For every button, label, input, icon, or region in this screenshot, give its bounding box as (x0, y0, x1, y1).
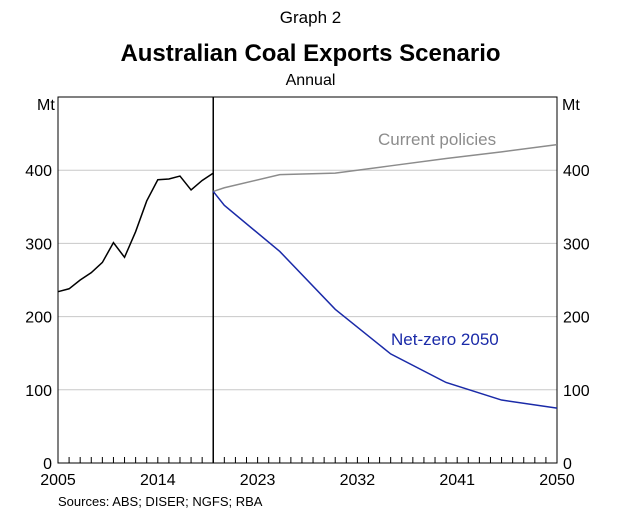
y-tick-label-right: 200 (563, 310, 590, 327)
graph-number: Graph 2 (279, 8, 342, 27)
gridlines (58, 169, 557, 391)
tick-labels: 0 0 100 100 200 200 300 300 400 400 2005 2014 2023 20… (25, 163, 590, 489)
axis-ticks (68, 457, 547, 463)
y-tick-label-right: 100 (563, 383, 590, 400)
net-zero-series-line (212, 190, 558, 409)
current-policies-label: Current policies (378, 130, 496, 149)
y-tick-label-left: 0 (43, 456, 52, 473)
x-tick-label: 2050 (539, 472, 575, 489)
y-tick-label-right: 400 (563, 163, 590, 180)
source-note: Sources: ABS; DISER; NGFS; RBA (58, 494, 263, 509)
x-tick-label: 2023 (240, 472, 276, 489)
x-tick-label: 2032 (340, 472, 376, 489)
x-tick-label: 2041 (439, 472, 475, 489)
x-tick-label: 2014 (140, 472, 176, 489)
y-tick-label-right: 0 (563, 456, 572, 473)
y-axis-unit-left: Mt (37, 97, 55, 114)
current-policies-series-line (213, 143, 558, 193)
net-zero-label: Net-zero 2050 (391, 330, 499, 349)
historical-series-line (57, 172, 214, 293)
y-tick-label-left: 400 (25, 163, 52, 180)
chart-subtitle: Annual (285, 72, 336, 89)
plot-frame (57, 96, 558, 464)
chart-title: Australian Coal Exports Scenario (120, 40, 501, 67)
y-tick-label-left: 200 (25, 310, 52, 327)
y-tick-label-right: 300 (563, 236, 590, 253)
x-tick-label: 2005 (40, 472, 76, 489)
y-tick-label-left: 100 (25, 383, 52, 400)
y-tick-label-left: 300 (25, 236, 52, 253)
y-axis-unit-right: Mt (562, 97, 580, 114)
